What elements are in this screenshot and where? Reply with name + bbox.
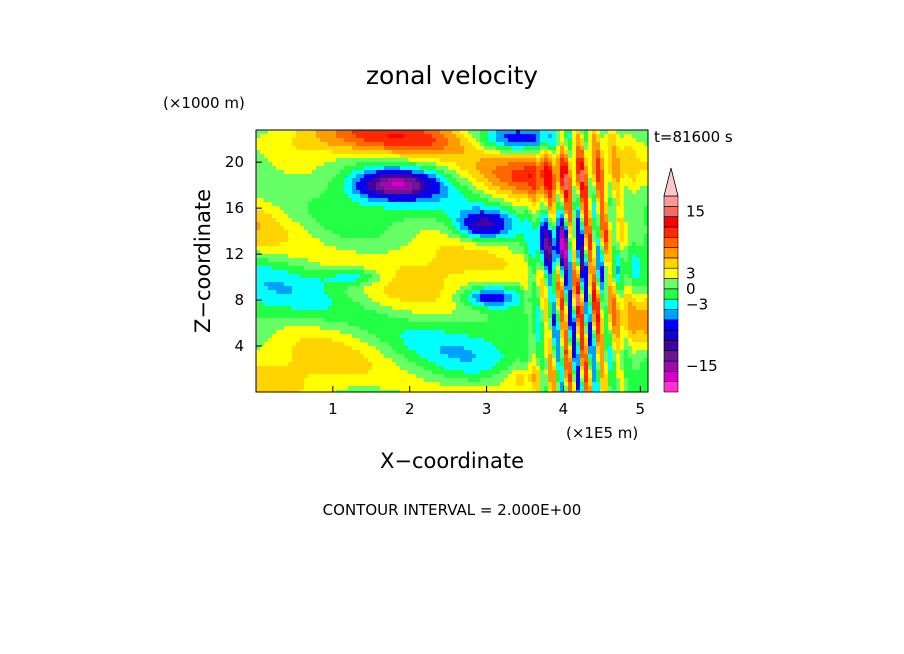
colorbar-swatch — [663, 381, 679, 393]
y-unit-label: (×1000 m) — [163, 94, 245, 112]
colorbar-swatch — [663, 319, 679, 331]
x-tick-label: 5 — [636, 400, 646, 418]
colorbar-swatch — [663, 298, 679, 310]
colorbar-swatch — [663, 278, 679, 290]
colorbar-swatch — [663, 329, 679, 341]
velocity-field — [256, 130, 648, 392]
colorbar-swatch — [663, 309, 679, 321]
y-tick-label: 12 — [225, 245, 244, 263]
colorbar-swatch — [663, 371, 679, 382]
colorbar-label: 3 — [686, 264, 696, 282]
x-tick-label: 1 — [328, 400, 338, 418]
y-tick-label: 16 — [225, 199, 244, 217]
time-label: t=81600 s — [654, 128, 733, 146]
colorbar-label: 0 — [686, 280, 696, 298]
colorbar-label: 15 — [686, 202, 705, 220]
y-tick-label: 20 — [225, 153, 244, 171]
colorbar: 15 30−3 −15 — [663, 167, 718, 393]
y-axis-label: Z−coordinate — [191, 189, 215, 333]
colorbar-label: −15 — [686, 357, 718, 375]
x-tick-label: 4 — [559, 400, 569, 418]
x-axis: 1 2 3 4 5 — [328, 386, 645, 418]
y-tick-label: 4 — [234, 337, 244, 355]
colorbar-swatch — [663, 267, 679, 279]
colorbar-label: −3 — [686, 295, 708, 313]
colorbar-swatch — [663, 350, 679, 362]
x-unit-label: (×1E5 m) — [566, 424, 638, 442]
x-axis-label: X−coordinate — [380, 449, 524, 473]
y-axis: 4 8 12 16 20 — [225, 153, 262, 355]
colorbar-swatch — [663, 226, 679, 238]
chart-title: zonal velocity — [366, 61, 538, 90]
y-tick-label: 8 — [234, 291, 244, 309]
colorbar-swatch — [663, 340, 679, 352]
colorbar-swatch — [663, 236, 679, 248]
colorbar-swatch — [663, 288, 679, 300]
colorbar-swatch — [663, 206, 679, 217]
colorbar-swatch — [663, 216, 679, 228]
colorbar-swatch — [663, 195, 679, 207]
x-tick-label: 2 — [405, 400, 415, 418]
colorbar-arrow — [663, 167, 679, 197]
colorbar-swatch — [663, 257, 679, 269]
colorbar-swatch — [663, 247, 679, 259]
plot-frame — [255, 129, 649, 393]
x-tick-label: 3 — [482, 400, 492, 418]
contour-interval-note: CONTOUR INTERVAL = 2.000E+00 — [323, 501, 582, 519]
colorbar-swatch — [663, 360, 679, 372]
